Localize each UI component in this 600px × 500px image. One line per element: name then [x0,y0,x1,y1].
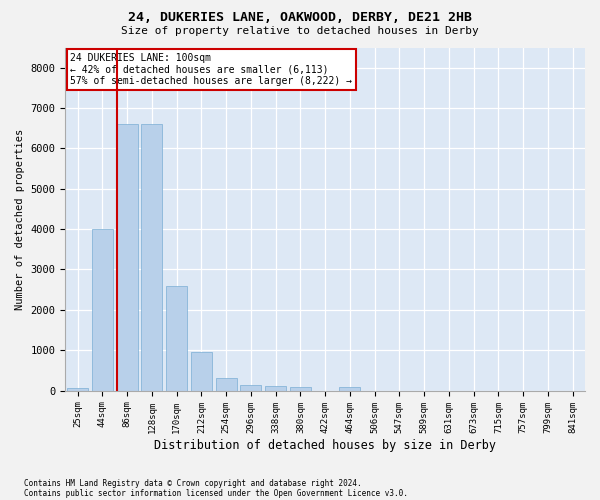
Text: 24, DUKERIES LANE, OAKWOOD, DERBY, DE21 2HB: 24, DUKERIES LANE, OAKWOOD, DERBY, DE21 … [128,11,472,24]
Text: Size of property relative to detached houses in Derby: Size of property relative to detached ho… [121,26,479,36]
Bar [116,124,137,390]
Bar [290,388,311,390]
Text: Contains HM Land Registry data © Crown copyright and database right 2024.: Contains HM Land Registry data © Crown c… [24,478,362,488]
Text: 24 DUKERIES LANE: 100sqm
← 42% of detached houses are smaller (6,113)
57% of sem: 24 DUKERIES LANE: 100sqm ← 42% of detach… [70,52,352,86]
Y-axis label: Number of detached properties: Number of detached properties [15,128,25,310]
Bar [215,378,236,390]
Bar [265,386,286,390]
Bar [67,388,88,390]
Bar [191,352,212,391]
Bar [166,286,187,391]
Bar [92,229,113,390]
Bar [340,387,361,390]
Bar [241,386,262,390]
Bar [142,124,163,390]
X-axis label: Distribution of detached houses by size in Derby: Distribution of detached houses by size … [154,440,496,452]
Text: Contains public sector information licensed under the Open Government Licence v3: Contains public sector information licen… [24,488,408,498]
